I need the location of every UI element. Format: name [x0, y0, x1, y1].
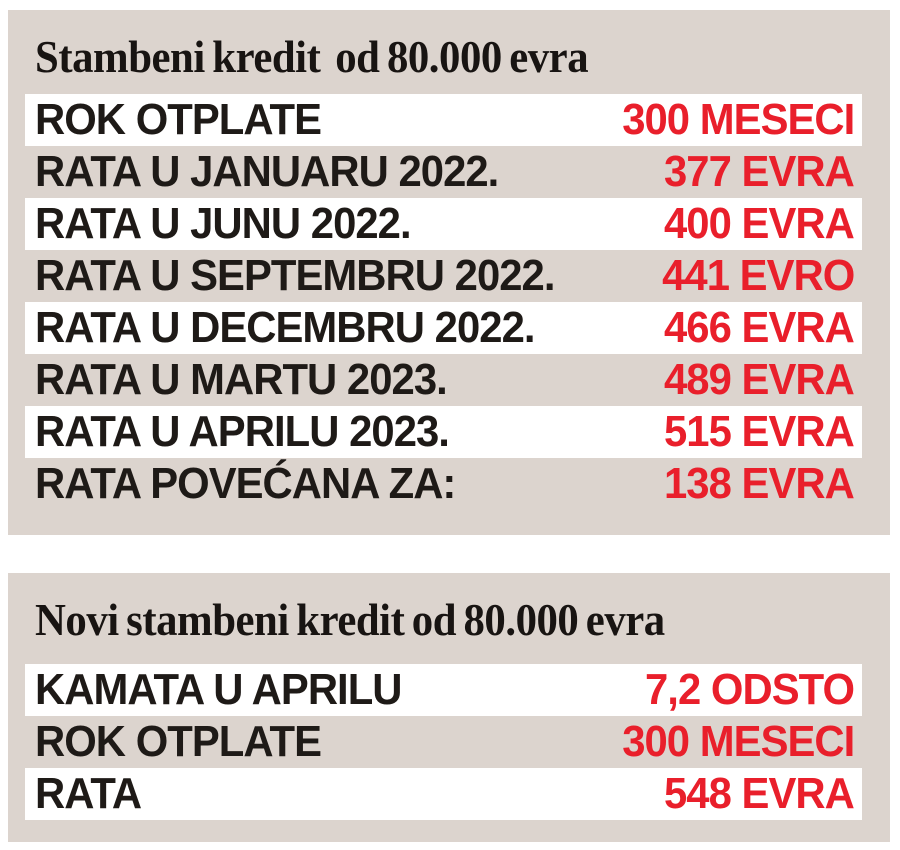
row-label: RATA U APRILU 2023. [35, 407, 450, 456]
table-row: ROK OTPLATE 300 MESECI [25, 716, 862, 768]
row-value: 300 MESECI [621, 717, 855, 766]
row-label: RATA U DECEMBRU 2022. [35, 303, 535, 352]
row-value: 300 MESECI [621, 95, 855, 144]
row-value: 377 EVRA [664, 147, 855, 196]
table-row: RATA U JUNU 2022. 400 EVRA [25, 198, 862, 250]
row-value: 466 EVRA [664, 303, 855, 352]
table-row: ROK OTPLATE 300 MESECI [25, 94, 862, 146]
table-row: RATA U APRILU 2023. 515 EVRA [25, 406, 862, 458]
table-row: RATA POVEĆANA ZA: 138 EVRA [25, 458, 862, 510]
row-value: 548 EVRA [664, 769, 855, 818]
row-label: ROK OTPLATE [35, 95, 322, 144]
loan-table-new-credit: Novi stambeni kredit od 80.000 evra KAMA… [8, 573, 890, 842]
section-title: Novi stambeni kredit od 80.000 evra [35, 594, 665, 645]
table-row: RATA U DECEMBRU 2022. 466 EVRA [25, 302, 862, 354]
row-label: KAMATA U APRILU [35, 665, 403, 714]
table-rows: ROK OTPLATE 300 MESECI RATA U JANUARU 20… [25, 94, 862, 510]
table-row: RATA 548 EVRA [25, 768, 862, 820]
table-row: RATA U MARTU 2023. 489 EVRA [25, 354, 862, 406]
table-row: RATA U JANUARU 2022. 377 EVRA [25, 146, 862, 198]
section-title: Stambeni kredit od 80.000 evra [35, 31, 589, 82]
row-label: RATA U JUNU 2022. [35, 199, 412, 248]
table-row: KAMATA U APRILU 7,2 ODSTO [25, 664, 862, 716]
row-value: 441 EVRO [661, 251, 855, 300]
loan-table-existing-credit: Stambeni kredit od 80.000 evra ROK OTPLA… [8, 10, 890, 535]
table-row: RATA U SEPTEMBRU 2022. 441 EVRO [25, 250, 862, 302]
row-label: ROK OTPLATE [35, 717, 322, 766]
row-label: RATA [35, 769, 142, 818]
row-label: RATA U MARTU 2023. [35, 355, 448, 404]
row-value: 489 EVRA [664, 355, 855, 404]
row-value: 138 EVRA [664, 459, 855, 508]
table-rows: KAMATA U APRILU 7,2 ODSTO ROK OTPLATE 30… [25, 664, 862, 820]
row-label: RATA U JANUARU 2022. [35, 147, 499, 196]
row-value: 7,2 ODSTO [644, 665, 855, 714]
row-value: 400 EVRA [664, 199, 855, 248]
row-value: 515 EVRA [664, 407, 855, 456]
row-label: RATA U SEPTEMBRU 2022. [35, 251, 555, 300]
row-label: RATA POVEĆANA ZA: [35, 459, 456, 508]
